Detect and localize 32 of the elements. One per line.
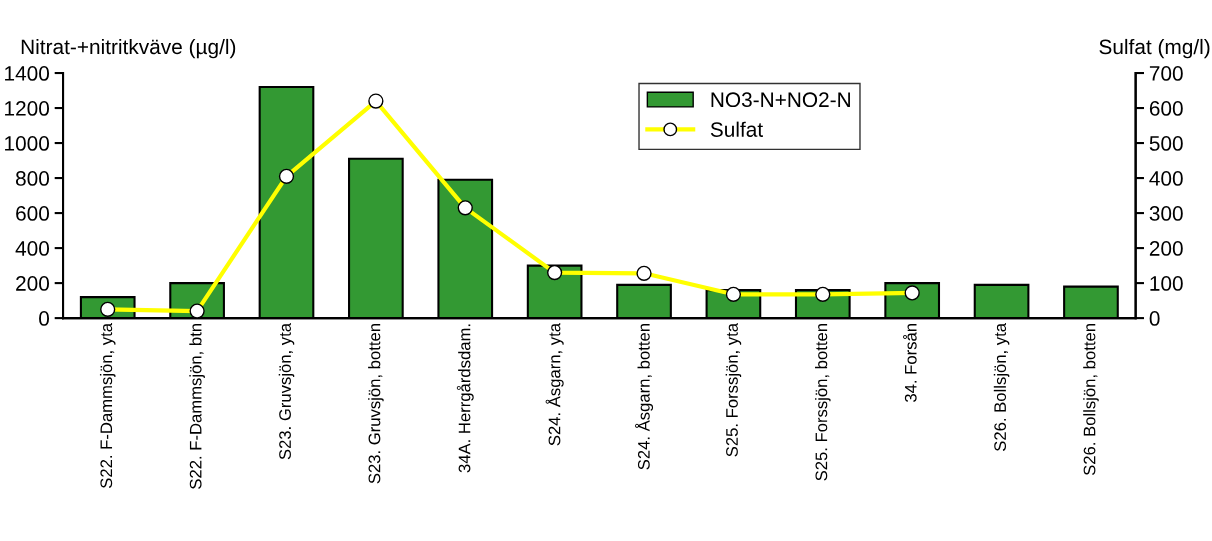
y-tick-label: 1000 [5, 136, 50, 151]
y-tick-label: 200 [16, 276, 50, 291]
x-tick-label: S24. Åsgarn, yta [545, 322, 564, 446]
y-tick-label: 600 [16, 206, 50, 221]
x-tick-label: S24. Åsgarn, botten [635, 324, 654, 470]
y2-tick-label: 100 [1150, 276, 1183, 291]
y-axis-title: Nitrat-+nitritkväve (µg/l) [21, 38, 236, 59]
x-tick-label: S25. Forssjön, yta [725, 322, 742, 457]
x-tick-label: 34. Forsån [903, 324, 917, 402]
y-tick-label: 0 [39, 311, 50, 326]
y-tick-label: 1200 [5, 101, 50, 116]
x-tick-label: S22. F-Dammsjön, yta [99, 322, 116, 488]
legend-label: Sulfat [710, 121, 763, 137]
x-tick-label: S26. Bollsjön, botten [1083, 324, 1099, 476]
x-tick-label: S25. Forssjön, botten [815, 324, 831, 481]
legend-label: NO3-N+NO2-N [711, 92, 850, 108]
x-tick-label: S23. Gruvsjön, yta [278, 322, 295, 460]
y2-tick-label: 0 [1149, 311, 1160, 326]
y-tick-label: 800 [15, 171, 50, 186]
x-tick-label: S23. Gruvsjön, botten [368, 324, 384, 484]
y2-axis-title: Sulfat (mg/l) [1099, 38, 1210, 59]
x-tick-label: S22. F-Dammsjön, btn [189, 324, 205, 489]
y-tick-label: 400 [15, 241, 50, 256]
y2-tick-label: 600 [1149, 101, 1183, 116]
x-tick-label: S26. Bollsjön, yta [993, 322, 1010, 451]
y2-tick-label: 200 [1149, 241, 1183, 256]
x-tick-label: 34A. Herrgårdsdam. [456, 324, 474, 473]
y-tick-label: 1400 [5, 66, 50, 81]
y2-tick-label: 400 [1149, 171, 1183, 186]
y2-tick-label: 500 [1149, 136, 1183, 151]
y2-tick-label: 300 [1149, 206, 1183, 221]
y2-tick-label: 700 [1149, 66, 1183, 81]
